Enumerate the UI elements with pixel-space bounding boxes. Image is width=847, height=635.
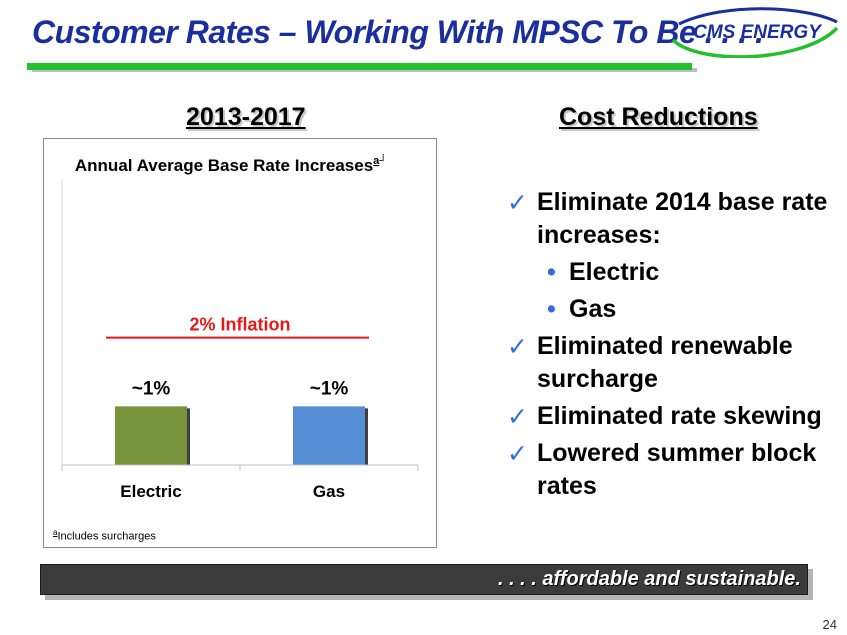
sub-bullet-item: Electric [507,256,842,289]
chart-title-footnote-mark: a [373,155,380,167]
category-label: Electric [120,482,181,501]
chart-title-footnote-bracket: ┘ [378,153,387,167]
page-number: 24 [822,617,837,632]
right-section-heading: Cost Reductions [559,103,758,131]
data-label: ~1% [132,378,171,399]
inflation-label: 2% Inflation [189,315,290,335]
data-label: ~1% [310,378,349,399]
banner-text: . . . . affordable and sustainable. [497,568,801,590]
bar-electric [115,406,187,465]
category-label: Gas [313,482,345,501]
bar-gas [293,406,365,465]
footnote-text: Includes surcharges [57,530,156,543]
logo-text: CMS ENERGY [693,22,823,43]
footnote-mark: a [53,528,58,537]
left-section-heading: 2013-2017 [186,103,306,131]
bullet-list: Eliminate 2014 base rate increases: Elect… [507,186,842,507]
closing-banner: . . . . affordable and sustainable. [40,564,808,595]
chart-footnote: aIncludes surcharges [53,528,156,543]
checklist-item: Eliminated rate skewing [507,400,842,433]
checklist-item: Lowered summer block rates [507,437,842,503]
bar-chart: Annual Average Base Rate Increasesa┘ ~1%… [43,138,437,548]
chart-title-text: Annual Average Base Rate Increases [75,156,373,175]
page-title: Customer Rates – Working With MPSC To Be… [32,14,764,50]
cms-energy-logo: CMS ENERGY [671,7,839,58]
chart-svg: Annual Average Base Rate Increasesa┘ ~1%… [61,153,419,501]
title-rule [27,63,692,70]
checklist-item: Eliminate 2014 base rate increases: [507,186,842,252]
checklist-item: Eliminated renewable surcharge [507,330,842,396]
chart-title: Annual Average Base Rate Increasesa┘ [75,153,387,175]
sub-bullet-item: Gas [507,293,842,326]
